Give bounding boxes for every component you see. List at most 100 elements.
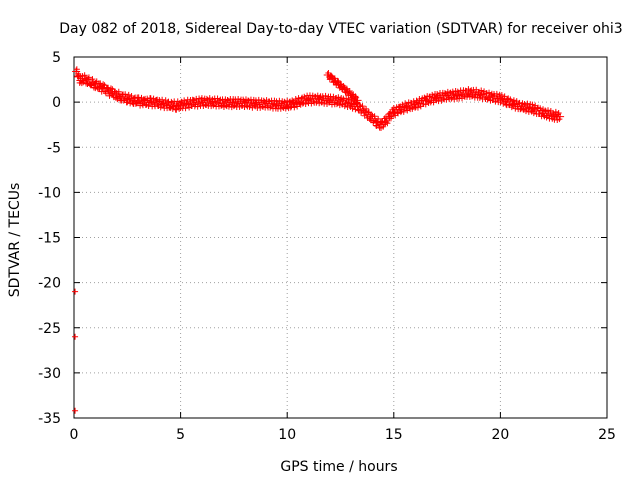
data-point <box>82 75 91 84</box>
data-point <box>289 99 298 108</box>
outlier-point <box>72 288 79 295</box>
data-point <box>343 99 350 106</box>
data-point <box>366 112 375 121</box>
data-point <box>140 96 147 103</box>
arc-point <box>347 90 356 99</box>
data-point <box>485 92 494 101</box>
arc-point <box>340 85 349 94</box>
data-point <box>325 96 334 105</box>
data-point <box>165 100 174 109</box>
data-point <box>549 109 556 116</box>
data-point <box>373 122 380 129</box>
data-point <box>502 97 511 106</box>
arc-point <box>334 80 343 89</box>
data-point <box>448 95 455 102</box>
data-point <box>302 100 309 107</box>
data-point <box>107 85 114 92</box>
data-point <box>432 93 441 102</box>
data-point <box>125 91 132 98</box>
data-point <box>129 96 138 105</box>
y-axis-label: SDTVAR / TECUs <box>7 183 23 298</box>
data-point <box>97 80 104 87</box>
data-point <box>95 82 104 91</box>
data-point <box>100 81 107 88</box>
data-point <box>104 87 113 96</box>
data-point <box>343 95 350 102</box>
arc-point <box>353 96 362 105</box>
data-point <box>203 95 210 102</box>
x-tick-label: 10 <box>278 427 296 443</box>
data-point <box>385 112 394 121</box>
data-point <box>135 94 142 101</box>
data-point <box>208 98 217 107</box>
x-tick-label: 0 <box>70 427 79 443</box>
data-point <box>251 99 260 108</box>
y-tick-label: -30 <box>38 366 61 382</box>
data-point <box>414 104 421 111</box>
arc-point <box>353 94 360 101</box>
data-point <box>153 99 162 108</box>
data-point <box>381 117 390 126</box>
data-point <box>545 107 552 114</box>
x-tick-label: 20 <box>491 427 509 443</box>
data-point <box>406 105 413 112</box>
data-point <box>91 80 100 89</box>
outlier-point <box>72 407 79 414</box>
data-point <box>291 104 298 111</box>
x-tick-label: 25 <box>598 427 616 443</box>
data-point <box>304 95 313 104</box>
data-point <box>267 104 274 111</box>
data-point <box>182 99 191 108</box>
data-point <box>389 108 398 117</box>
data-point <box>524 100 531 107</box>
data-point <box>532 108 539 115</box>
data-point <box>176 100 185 109</box>
y-tick-label: -25 <box>38 321 61 337</box>
data-point <box>133 97 142 106</box>
data-point <box>99 84 108 93</box>
data-point <box>122 91 129 98</box>
data-point <box>556 116 563 123</box>
data-point <box>402 102 411 111</box>
x-tick-label: 15 <box>385 427 403 443</box>
data-point <box>464 89 473 98</box>
data-point <box>510 97 517 104</box>
data-point <box>443 91 452 100</box>
data-point <box>146 98 155 107</box>
chart-title: Day 082 of 2018, Sidereal Day-to-day VTE… <box>59 21 622 37</box>
data-point <box>496 94 505 103</box>
data-point <box>123 94 132 103</box>
data-point <box>224 97 231 104</box>
data-point <box>501 93 508 100</box>
data-point <box>272 100 281 109</box>
y-tick-label: -5 <box>47 140 61 156</box>
data-point <box>157 104 164 111</box>
data-point <box>74 72 83 81</box>
data-point <box>301 95 308 102</box>
data-point <box>72 67 81 76</box>
data-point <box>410 98 417 105</box>
data-point <box>555 109 562 116</box>
data-point <box>468 93 475 100</box>
data-point <box>283 100 292 109</box>
data-point <box>498 92 505 99</box>
data-point <box>87 78 96 87</box>
data-point <box>370 118 377 125</box>
data-point <box>475 90 484 99</box>
data-point <box>295 97 304 106</box>
data-point <box>210 102 217 109</box>
data-point <box>347 99 356 108</box>
data-point <box>429 91 436 98</box>
data-point <box>421 96 430 105</box>
data-point <box>394 109 401 116</box>
data-point <box>112 90 121 99</box>
data-point <box>411 100 420 109</box>
arc-point <box>327 74 336 83</box>
data-point <box>189 99 198 108</box>
data-point <box>375 115 382 122</box>
data-point <box>528 104 537 113</box>
data-points <box>72 66 565 414</box>
data-point <box>508 104 515 111</box>
data-point <box>159 99 168 108</box>
